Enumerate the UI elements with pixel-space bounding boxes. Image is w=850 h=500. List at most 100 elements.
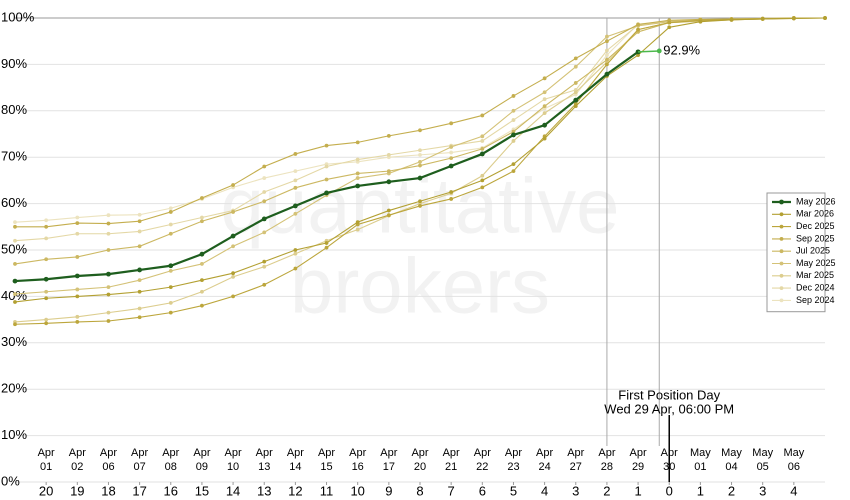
- data-point: [106, 221, 111, 226]
- data-point: [231, 271, 235, 276]
- data-point: [386, 169, 391, 174]
- data-point: [13, 224, 17, 229]
- data-point: [355, 220, 360, 225]
- x-date-day: 20: [414, 461, 426, 473]
- data-point: [168, 268, 173, 273]
- data-point: [168, 206, 173, 211]
- data-point: [75, 215, 80, 220]
- latest-label: 92.9%: [663, 42, 700, 57]
- data-point: [137, 267, 143, 273]
- data-point: [667, 20, 672, 25]
- y-tick-label: 90%: [1, 56, 27, 71]
- data-point: [44, 317, 49, 322]
- data-point: [480, 185, 485, 190]
- data-point: [698, 19, 703, 24]
- data-point: [13, 220, 17, 225]
- data-point: [418, 152, 422, 157]
- data-point: [293, 169, 298, 174]
- data-point: [511, 118, 516, 122]
- data-point: [75, 221, 80, 225]
- data-point: [200, 219, 204, 224]
- data-point: [355, 227, 360, 232]
- data-point: [200, 215, 204, 220]
- legend-marker: [779, 286, 784, 290]
- x-date-day: 27: [570, 461, 582, 473]
- data-point: [480, 139, 485, 143]
- data-point: [355, 157, 360, 162]
- x-tick-label: 12: [288, 483, 302, 498]
- x-date-month: Apr: [505, 447, 522, 459]
- x-date-day: 16: [352, 461, 364, 473]
- x-date-month: May: [690, 447, 711, 459]
- data-point: [418, 159, 422, 164]
- x-tick-label: 5: [510, 483, 517, 498]
- data-point: [542, 97, 547, 102]
- data-point: [386, 213, 391, 218]
- x-date-month: Apr: [349, 447, 366, 459]
- x-date-day: 10: [227, 461, 239, 473]
- data-point: [386, 179, 392, 185]
- data-point: [200, 196, 204, 200]
- data-point: [418, 204, 422, 208]
- data-point: [449, 121, 454, 126]
- legend-label: Sep 2025: [796, 233, 835, 243]
- data-point: [168, 263, 174, 269]
- x-date-month: Apr: [131, 447, 148, 459]
- annotation-text: Wed 29 Apr, 06:00 PM: [604, 401, 734, 416]
- data-point: [605, 48, 609, 53]
- x-tick-label: 14: [226, 483, 240, 498]
- x-tick-label: 15: [195, 483, 209, 498]
- x-date-month: Apr: [193, 447, 210, 459]
- x-tick-label: 13: [257, 483, 271, 498]
- watermark: brokers: [290, 242, 550, 330]
- data-point: [261, 216, 267, 222]
- data-point: [823, 16, 827, 20]
- data-point: [542, 136, 547, 141]
- data-point: [13, 322, 17, 327]
- data-point: [417, 175, 423, 181]
- data-point: [418, 148, 422, 153]
- data-point: [479, 151, 485, 157]
- legend-marker: [779, 237, 784, 241]
- y-tick-label: 30%: [1, 334, 27, 349]
- data-point: [604, 71, 610, 77]
- legend-marker: [779, 273, 784, 278]
- data-point: [636, 22, 640, 27]
- data-point: [355, 171, 360, 176]
- x-date-day: 08: [165, 461, 177, 473]
- data-point: [262, 264, 267, 269]
- x-date-day: 28: [601, 461, 613, 473]
- x-tick-label: 3: [759, 483, 766, 498]
- data-point: [75, 255, 80, 259]
- x-date-day: 09: [196, 461, 208, 473]
- x-tick-label: 0: [666, 483, 673, 498]
- data-point: [542, 76, 547, 81]
- data-point: [200, 262, 204, 266]
- data-point: [293, 185, 298, 190]
- data-point: [729, 17, 734, 22]
- data-point: [636, 53, 640, 58]
- x-date-day: 22: [476, 461, 488, 473]
- x-date-month: Apr: [598, 447, 615, 459]
- x-date-month: Apr: [162, 447, 179, 459]
- data-point: [480, 178, 485, 183]
- y-tick-label: 70%: [1, 149, 27, 164]
- data-point: [418, 128, 422, 133]
- data-point: [230, 233, 236, 239]
- x-tick-label: 20: [39, 483, 53, 498]
- x-date-month: Apr: [474, 447, 491, 459]
- data-point: [605, 62, 609, 67]
- data-point: [231, 294, 235, 299]
- data-point: [355, 140, 360, 145]
- data-point: [355, 183, 361, 189]
- x-date-month: Apr: [256, 447, 273, 459]
- data-point: [573, 90, 578, 95]
- data-point: [106, 248, 111, 252]
- data-point: [760, 17, 765, 21]
- x-date-day: 23: [507, 461, 519, 473]
- data-point: [106, 310, 111, 315]
- data-point: [542, 111, 547, 116]
- data-point: [168, 285, 173, 290]
- data-point: [542, 122, 548, 128]
- data-point: [231, 183, 235, 187]
